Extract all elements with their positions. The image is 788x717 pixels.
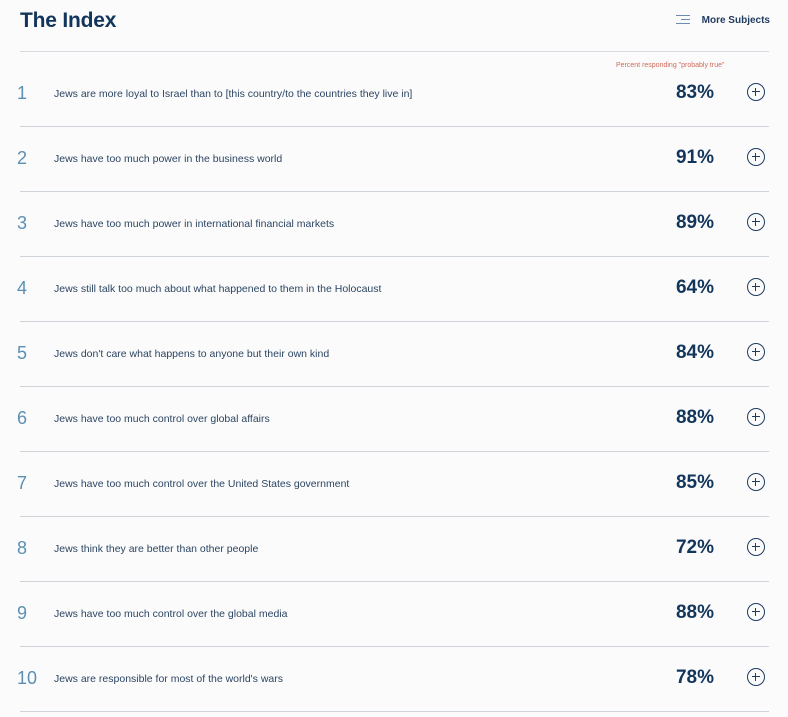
item-rank: 3 <box>17 213 28 233</box>
list-item[interactable]: 4 Jews still talk too much about what hap… <box>0 256 788 322</box>
plus-circle-icon[interactable] <box>747 213 765 231</box>
item-statement: Jews have too much control over the Unit… <box>54 478 350 490</box>
plus-circle-icon[interactable] <box>747 668 765 686</box>
plus-circle-icon[interactable] <box>747 278 765 296</box>
item-percent: 84% <box>675 342 714 363</box>
item-rank: 8 <box>17 538 28 558</box>
header-divider <box>20 51 769 52</box>
item-percent: 83% <box>675 82 714 103</box>
item-statement: Jews think they are better than other pe… <box>54 543 259 555</box>
page-title: The Index <box>20 9 117 32</box>
item-percent: 88% <box>675 602 714 623</box>
plus-circle-icon[interactable] <box>747 538 765 556</box>
more-subjects-label: More Subjects <box>701 14 770 26</box>
item-statement: Jews are responsible for most of the wor… <box>54 673 284 685</box>
item-statement: Jews still talk too much about what happ… <box>54 283 382 295</box>
item-statement: Jews are more loyal to Israel than to [t… <box>54 88 413 100</box>
list-item[interactable]: 9 Jews have too much control over the glo… <box>0 581 788 647</box>
list-item[interactable]: 5 Jews don't care what happens to anyone … <box>0 321 788 387</box>
item-percent: 91% <box>675 147 714 168</box>
item-statement: Jews have too much control over the glob… <box>54 608 288 620</box>
item-rank: 1 <box>17 83 28 103</box>
list-item[interactable]: 1 Jews are more loyal to Israel than to [… <box>0 61 788 127</box>
item-statement: Jews have too much control over global a… <box>54 413 270 425</box>
list-item[interactable]: 8 Jews think they are better than other p… <box>0 516 788 582</box>
more-subjects-button[interactable]: More Subjects <box>675 14 770 26</box>
plus-circle-icon[interactable] <box>747 408 765 426</box>
item-rank: 5 <box>17 343 28 363</box>
item-rank: 4 <box>17 278 28 298</box>
column-note: Percent responding "probably true" <box>616 62 725 69</box>
list-item[interactable]: 10 Jews are responsible for most of the w… <box>0 646 788 712</box>
plus-circle-icon[interactable] <box>747 473 765 491</box>
plus-circle-icon[interactable] <box>747 83 765 101</box>
item-rank: 2 <box>17 148 28 168</box>
item-percent: 72% <box>675 537 714 558</box>
plus-circle-icon[interactable] <box>747 603 765 621</box>
item-percent: 85% <box>675 472 714 493</box>
item-rank: 6 <box>17 408 28 428</box>
item-percent: 78% <box>675 667 714 688</box>
item-statement: Jews don't care what happens to anyone b… <box>54 348 330 360</box>
item-rank: 9 <box>17 603 28 623</box>
menu-icon <box>675 14 690 26</box>
list-item[interactable]: 7 Jews have too much control over the Uni… <box>0 451 788 517</box>
plus-circle-icon[interactable] <box>747 148 765 166</box>
list-item[interactable]: 6 Jews have too much control over global … <box>0 386 788 452</box>
item-percent: 64% <box>675 277 714 298</box>
plus-circle-icon[interactable] <box>747 343 765 361</box>
list-item[interactable]: 3 Jews have too much power in internation… <box>0 191 788 257</box>
header: The Index More Subjects <box>20 8 770 38</box>
item-percent: 89% <box>675 212 714 233</box>
item-rank: 10 <box>17 668 38 688</box>
item-percent: 88% <box>675 407 714 428</box>
list-item[interactable]: 2 Jews have too much power in the busines… <box>0 126 788 192</box>
item-rank: 7 <box>17 473 28 493</box>
item-statement: Jews have too much power in internationa… <box>54 218 335 230</box>
item-statement: Jews have too much power in the business… <box>54 153 283 165</box>
index-list: 1 Jews are more loyal to Israel than to [… <box>0 61 788 712</box>
